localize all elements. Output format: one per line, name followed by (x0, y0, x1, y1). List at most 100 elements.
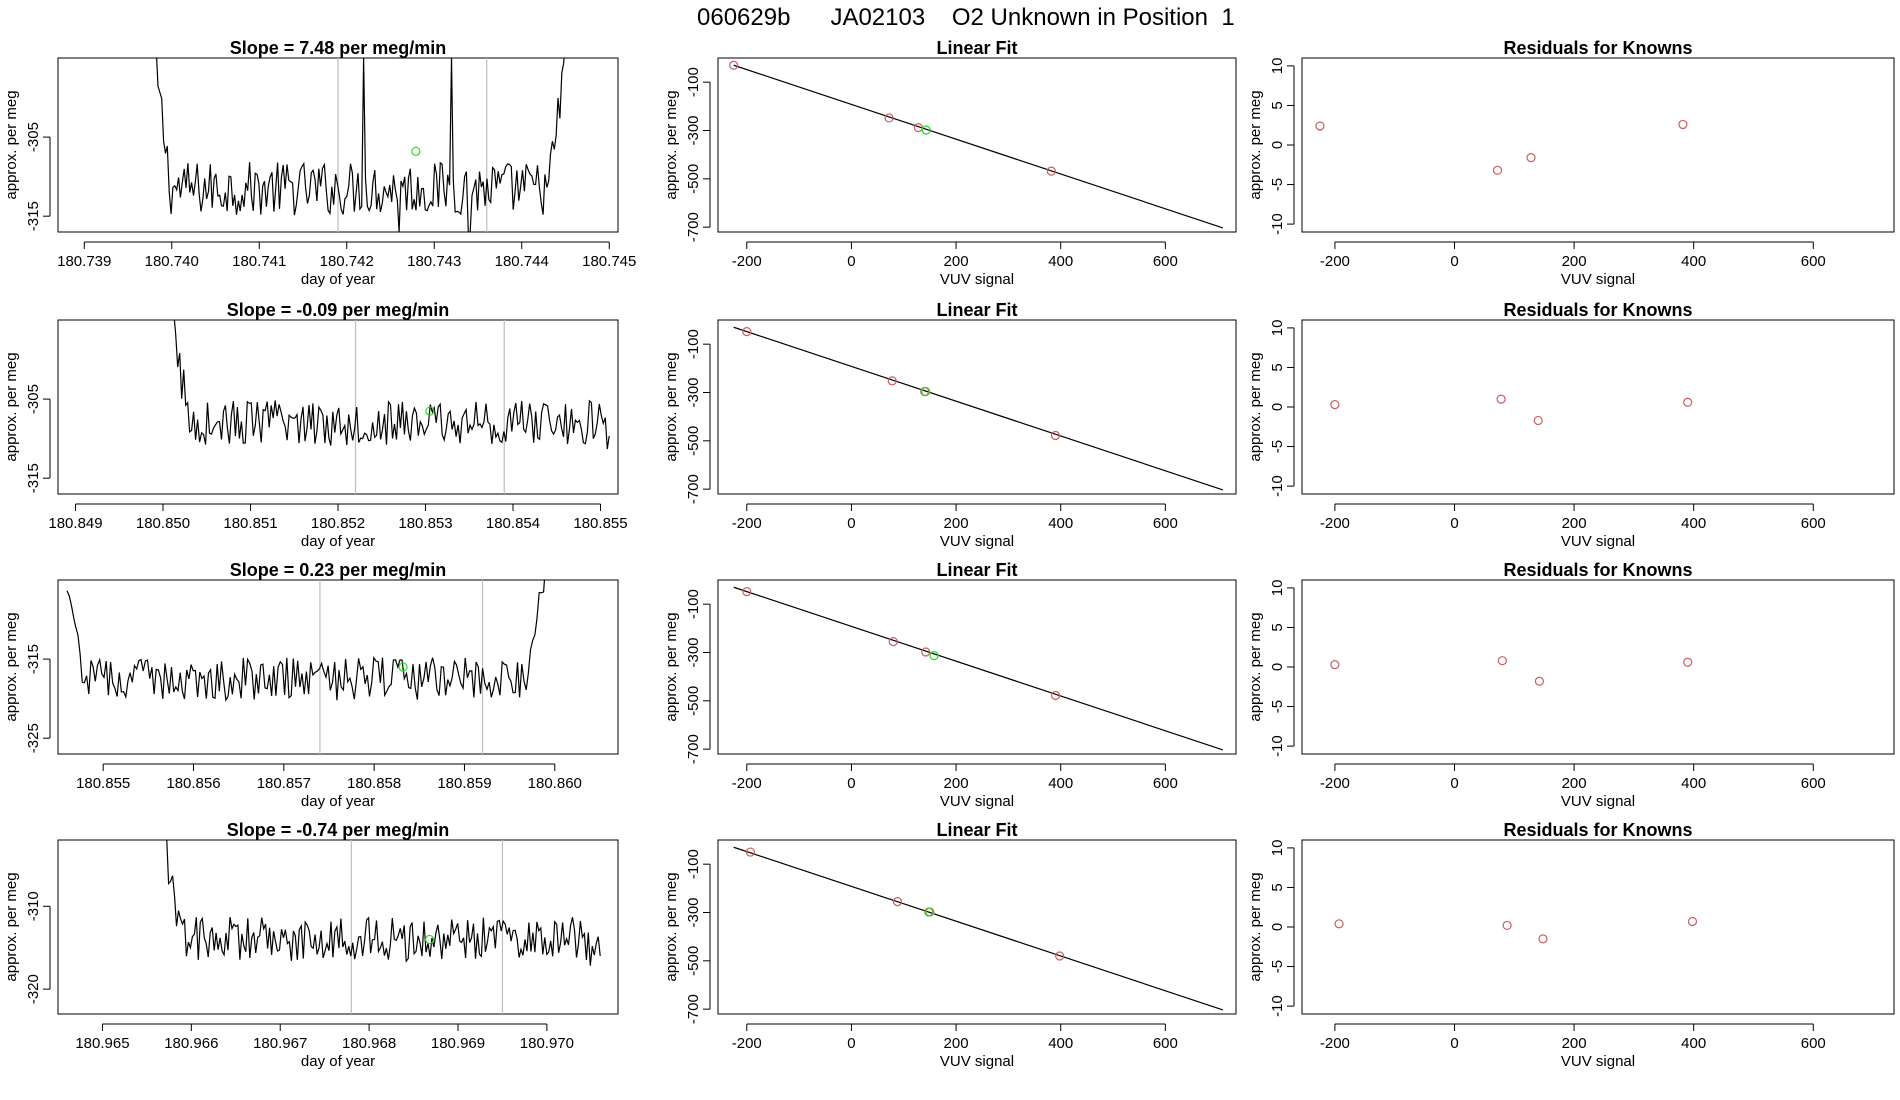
panel-title: Linear Fit (936, 820, 1017, 840)
x-tick-label: 180.860 (528, 775, 582, 792)
y-tick-label: 0 (1269, 403, 1286, 411)
x-axis-label: VUV signal (940, 271, 1014, 288)
x-tick-label: 400 (1681, 1035, 1706, 1052)
plot-area (1330, 394, 1693, 426)
plot-area (733, 846, 1224, 1011)
x-tick-label: 180.854 (486, 515, 540, 532)
x-tick-label: 200 (1562, 775, 1587, 792)
plot-frame (1301, 579, 1895, 755)
x-tick-label: 0 (1450, 253, 1458, 270)
x-tick-label: 400 (1048, 1035, 1073, 1052)
panel-title: Linear Fit (936, 38, 1017, 58)
plot-area (1315, 119, 1688, 175)
x-tick-label: -200 (732, 1035, 762, 1052)
series-line (66, 580, 546, 702)
y-tick-label: 10 (1269, 580, 1286, 597)
x-tick-label: 180.968 (342, 1035, 396, 1052)
y-tick-label: -100 (685, 329, 702, 359)
x-tick-label: 200 (1562, 515, 1587, 532)
unknown-point (925, 907, 935, 917)
y-tick-label: 0 (1269, 663, 1286, 671)
y-tick-label: 5 (1269, 101, 1286, 109)
x-axis-label: day of year (301, 533, 375, 550)
x-tick-label: 0 (1450, 1035, 1458, 1052)
x-tick-label: 400 (1048, 775, 1073, 792)
known-point (1330, 400, 1340, 410)
x-axis-label: VUV signal (1561, 271, 1635, 288)
known-point (1496, 394, 1506, 404)
y-tick-label: -5 (1269, 440, 1286, 453)
plot-area (66, 580, 546, 754)
plot-frame (717, 839, 1237, 1015)
x-tick-label: 180.858 (347, 775, 401, 792)
known-point (1683, 397, 1693, 407)
y-tick-label: 10 (1269, 58, 1286, 75)
panel-fit-row-4: Linear Fit -200 0 200 400 600 VUV signal -100 -3… (663, 820, 1237, 1070)
x-axis-label: day of year (301, 1053, 375, 1070)
known-point (888, 637, 898, 647)
known-point (1683, 657, 1693, 667)
panel-residuals-row-2: Residuals for Knowns -200 0 200 400 600 VUV si… (1247, 300, 1895, 550)
y-axis-label: approx. per meg (1247, 90, 1264, 199)
known-point (1497, 656, 1507, 666)
plot-frame (717, 57, 1237, 233)
x-tick-label: -200 (732, 515, 762, 532)
x-tick-label: 400 (1048, 515, 1073, 532)
x-tick-label: 400 (1681, 775, 1706, 792)
y-tick-label: -700 (685, 734, 702, 764)
panel-fit-row-2: Linear Fit -200 0 200 400 600 VUV signal -100 -3… (663, 300, 1237, 550)
x-tick-label: 180.970 (520, 1035, 574, 1052)
panel-title: Linear Fit (936, 300, 1017, 320)
y-tick-label: -500 (685, 426, 702, 456)
y-axis-label: approx. per meg (663, 612, 680, 721)
unknown-point-marker (398, 662, 408, 672)
plot-area (1334, 916, 1698, 944)
panel-fit-row-3: Linear Fit -200 0 200 400 600 VUV signal -100 -3… (663, 560, 1237, 810)
y-tick-label: -300 (685, 637, 702, 667)
known-point (1678, 119, 1688, 130)
panel-title: Linear Fit (936, 560, 1017, 580)
y-tick-label: -700 (685, 994, 702, 1024)
panel-timeseries-row-1: Slope = 7.48 per meg/min 180.739 180.740 18… (3, 38, 636, 288)
y-tick-label: -500 (685, 946, 702, 976)
unknown-point (921, 386, 931, 397)
x-axis-label: VUV signal (1561, 1053, 1635, 1070)
fit-line (733, 326, 1224, 491)
y-axis-label: approx. per meg (663, 872, 680, 981)
plot-frame (1301, 57, 1895, 233)
y-tick-label: 5 (1269, 623, 1286, 631)
y-tick-label: -300 (685, 897, 702, 927)
x-tick-label: 0 (1450, 775, 1458, 792)
y-tick-label: -10 (1269, 735, 1286, 757)
x-tick-label: 180.742 (320, 253, 374, 270)
x-tick-label: 0 (1450, 515, 1458, 532)
x-tick-label: 0 (847, 515, 855, 532)
x-tick-label: 180.852 (311, 515, 365, 532)
y-tick-label: -305 (25, 122, 42, 152)
unknown-point (921, 125, 931, 135)
known-point (745, 847, 756, 857)
known-point (1526, 153, 1536, 163)
x-tick-label: 180.855 (76, 775, 130, 792)
x-tick-label: -200 (1320, 1035, 1350, 1052)
unknown-point-marker (424, 934, 435, 945)
y-tick-label: -325 (25, 723, 42, 753)
x-axis-label: VUV signal (940, 1053, 1014, 1070)
x-tick-label: 600 (1153, 1035, 1178, 1052)
x-tick-label: -200 (732, 775, 762, 792)
known-point (1055, 951, 1065, 961)
x-tick-label: 180.851 (223, 515, 277, 532)
x-tick-label: 600 (1153, 775, 1178, 792)
x-tick-label: -200 (1320, 515, 1350, 532)
plot-area (173, 320, 610, 494)
known-point (921, 647, 931, 657)
fit-line (733, 846, 1224, 1011)
y-tick-label: -100 (685, 849, 702, 879)
x-tick-label: 180.740 (145, 253, 199, 270)
x-tick-label: 180.741 (232, 253, 286, 270)
x-tick-label: 180.966 (164, 1035, 218, 1052)
fit-line (733, 64, 1224, 229)
x-tick-label: 0 (847, 775, 855, 792)
x-axis-label: day of year (301, 793, 375, 810)
plot-area (733, 326, 1224, 491)
